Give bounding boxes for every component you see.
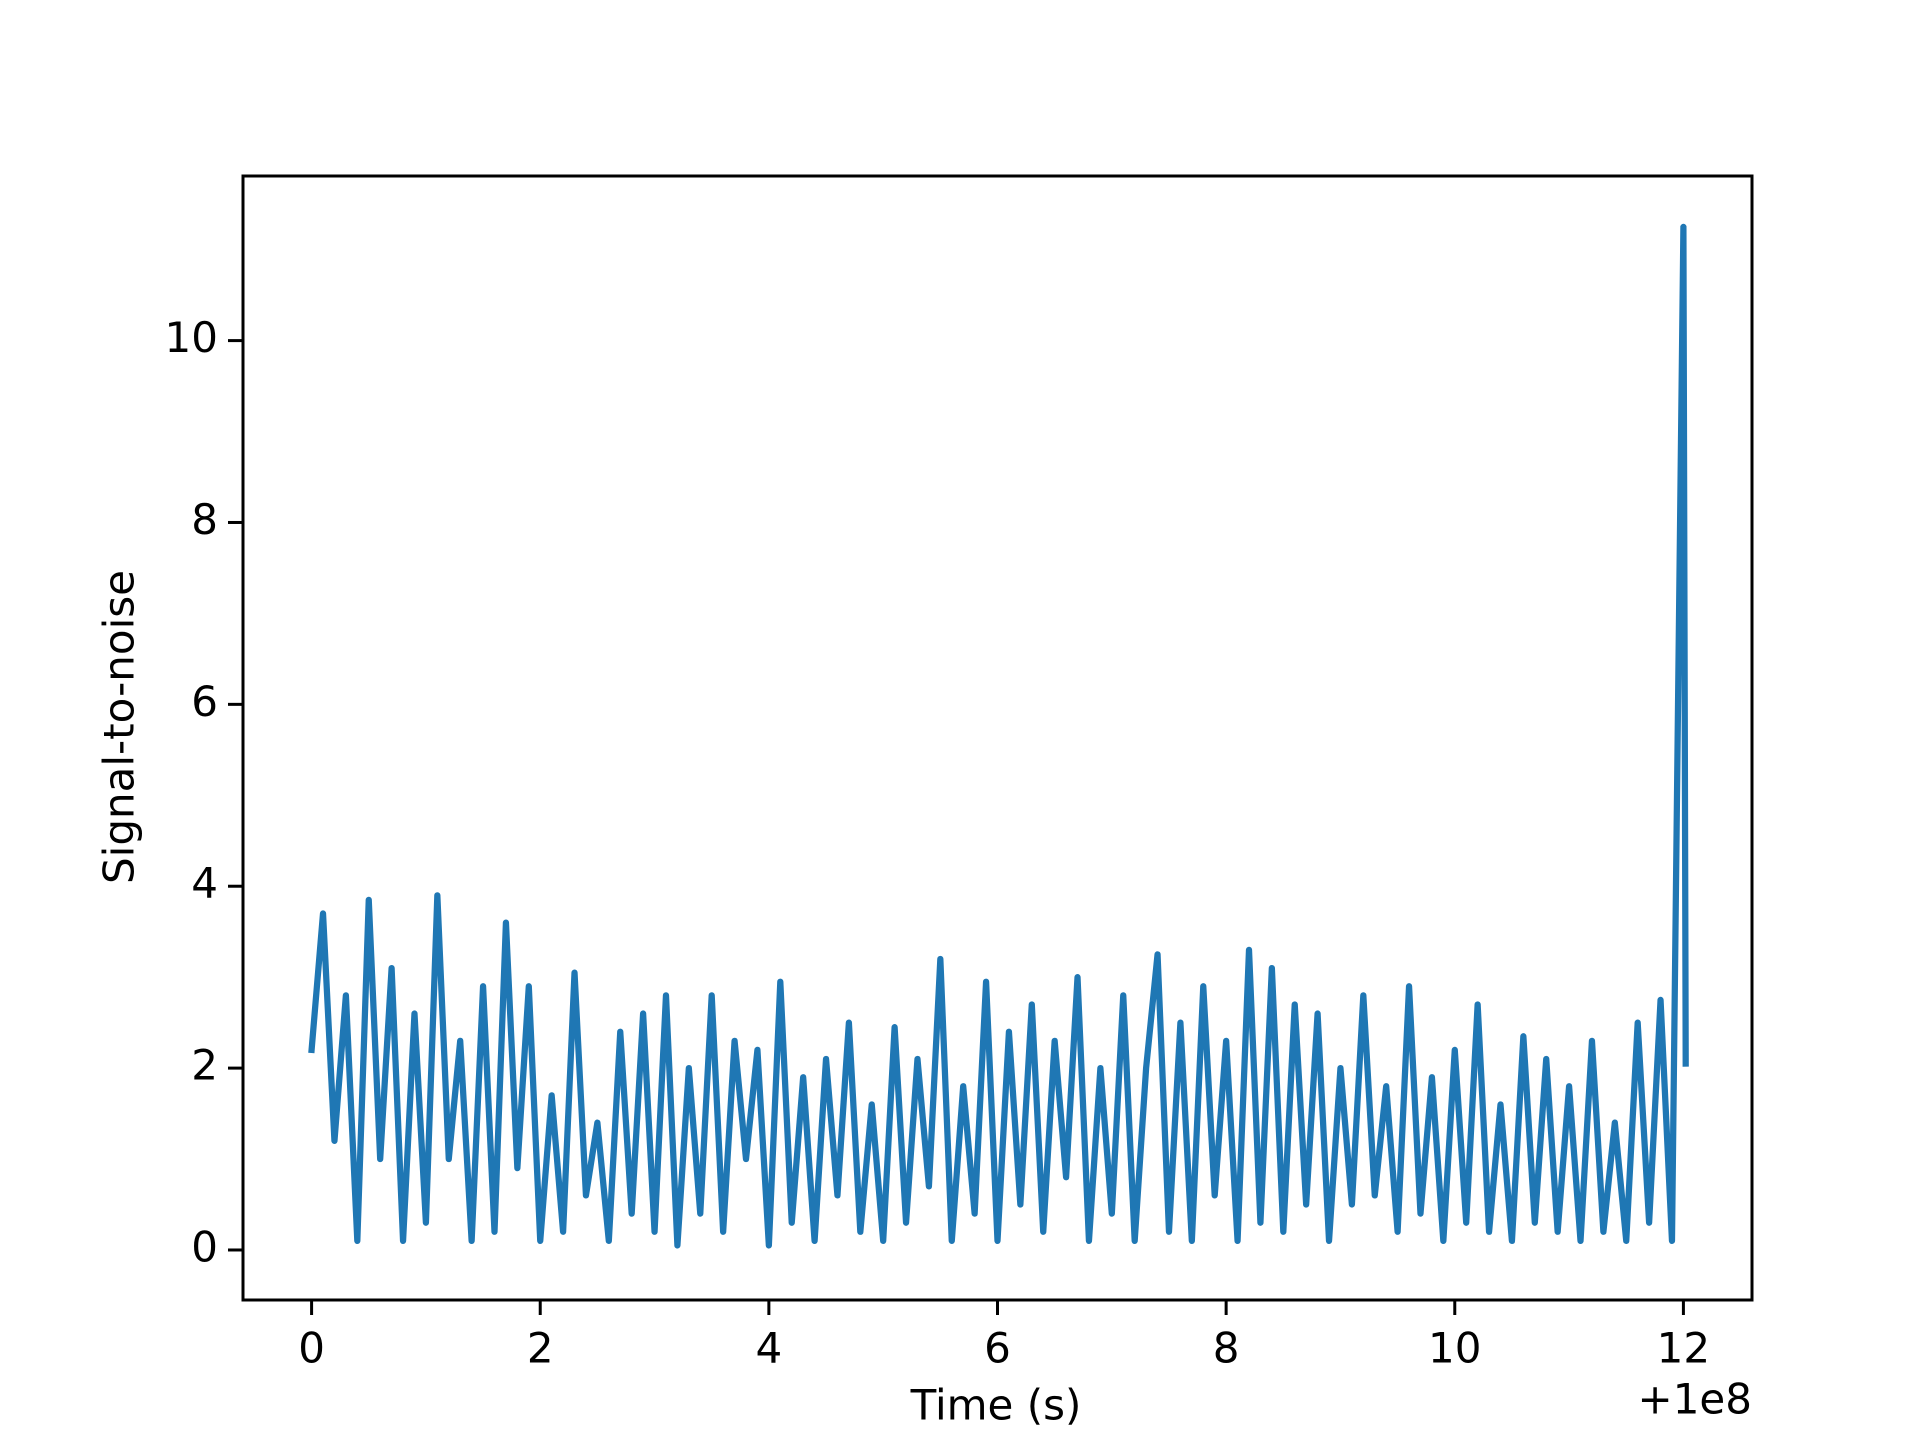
y-tick-label: 6	[191, 677, 218, 726]
x-tick-label: 8	[1213, 1324, 1240, 1373]
series-line	[308, 223, 1689, 1249]
x-tick-label: 2	[527, 1324, 554, 1373]
y-tick-label: 10	[165, 313, 218, 362]
y-tick-label: 2	[191, 1041, 218, 1090]
x-tick-label: 10	[1428, 1324, 1481, 1373]
plot-frame	[241, 174, 1754, 1302]
x-tick-label: 6	[984, 1324, 1011, 1373]
y-tick-label: 8	[191, 495, 218, 544]
x-offset-text: +1e8	[1638, 1375, 1752, 1424]
x-tick-label: 0	[298, 1324, 325, 1373]
x-axis-label: Time (s)	[910, 1381, 1082, 1430]
x-tick-label: 12	[1657, 1324, 1710, 1373]
y-axis-label: Signal-to-noise	[95, 570, 144, 884]
y-tick-label: 4	[191, 859, 218, 908]
x-tick-label: 4	[755, 1324, 782, 1373]
y-tick-label: 0	[191, 1222, 218, 1271]
